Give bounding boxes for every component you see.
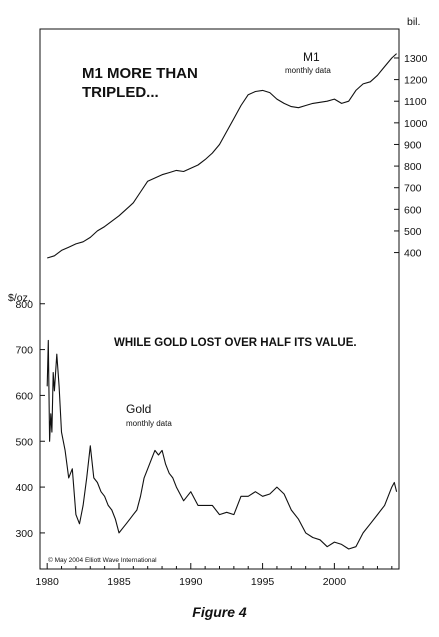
m1-y-tick-label: 500: [404, 226, 422, 238]
gold-y-tick-label: 500: [15, 436, 33, 448]
m1-y-tick-label: 800: [404, 161, 422, 173]
m1-y-tick-label: 600: [404, 204, 422, 216]
m1-series-line: [47, 53, 397, 259]
gold-y-tick-label: 800: [15, 299, 33, 311]
m1-y-tick-label: 1000: [404, 118, 428, 130]
gold-y-tick-label: 600: [15, 390, 33, 402]
gold-unit-label: $/oz.: [8, 292, 31, 304]
gold-y-tick-label: 300: [15, 528, 33, 540]
copyright-note: © May 2004 Elliott Wave International: [48, 556, 157, 564]
m1-y-tick-label: 1100: [404, 96, 427, 108]
gold-y-tick-label: 400: [15, 482, 33, 494]
x-tick-label: 1980: [36, 576, 60, 588]
m1-y-tick-label: 900: [404, 139, 422, 151]
figure-caption: Figure 4: [192, 604, 247, 620]
m1-y-tick-label: 1200: [404, 75, 428, 87]
gold-y-tick-label: 700: [15, 345, 33, 357]
x-tick-label: 1985: [107, 576, 131, 588]
plot-frame: [39, 28, 400, 570]
gold-headline: WHILE GOLD LOST OVER HALF ITS VALUE.: [114, 337, 357, 349]
m1-y-axis: 400 500 600 700 800 900 1000 1100 1200 1300: [394, 53, 428, 260]
gold-series-line: [46, 339, 398, 550]
m1-series-subtitle: monthly data: [285, 66, 331, 75]
m1-headline-line-1: M1 MORE THAN: [82, 65, 198, 82]
x-tick-label: 2000: [323, 576, 347, 588]
m1-unit-label: bil.: [407, 16, 420, 28]
m1-y-tick-label: 1300: [404, 53, 428, 65]
x-axis: 1980 1985 1990 1995 2000: [36, 563, 393, 588]
gold-series-label: Gold: [126, 402, 151, 416]
x-tick-label: 1990: [179, 576, 203, 588]
m1-series-label: M1: [303, 50, 320, 64]
x-tick-label: 1995: [251, 576, 275, 588]
m1-y-tick-label: 400: [404, 248, 422, 260]
gold-y-axis: 300 400 500 600 700 800: [15, 299, 45, 540]
m1-y-tick-label: 700: [404, 183, 422, 195]
m1-headline-line-2: TRIPLED...: [82, 84, 159, 101]
gold-series-subtitle: monthly data: [126, 419, 172, 428]
